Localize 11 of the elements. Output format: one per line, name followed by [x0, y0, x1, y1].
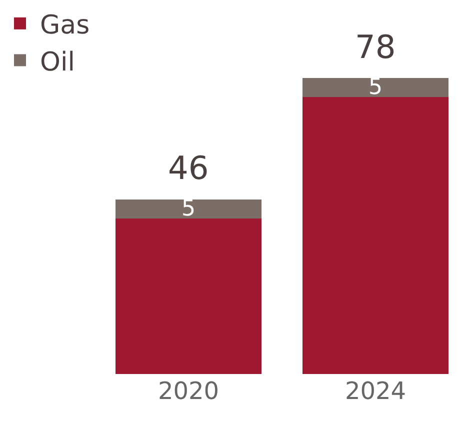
bar	[302, 78, 448, 97]
bar	[116, 218, 262, 374]
legend-label: Gas	[40, 10, 90, 41]
x-tick-label: 2020	[158, 377, 220, 405]
data-label: 5	[182, 196, 196, 222]
bar	[116, 199, 262, 218]
data-label: 5	[368, 74, 382, 100]
x-tick-label: 2024	[344, 377, 406, 405]
total-label: 78	[355, 28, 396, 66]
total-label: 46	[168, 149, 209, 187]
legend-label: Oil	[40, 47, 75, 78]
